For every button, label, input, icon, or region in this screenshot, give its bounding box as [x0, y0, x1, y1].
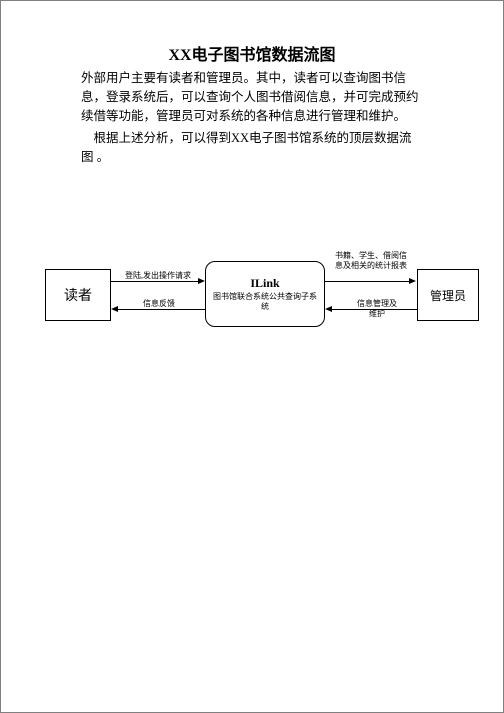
edge-reader-to-ilink: [111, 281, 199, 282]
edge-label-reports: 书籍、学生、借阅信息及相关的统计报表: [335, 251, 407, 271]
edge-label-login: 登陆,发出操作请求: [117, 271, 199, 281]
arrow-icon: [325, 306, 332, 312]
edge-ilink-to-reader: [118, 309, 205, 310]
paragraph-2: 根据上述分析，可以得到XX电子图书馆系统的顶层数据流图 。: [81, 129, 423, 167]
ilink-node: ILink 图书馆联合系统公共查询子系统: [205, 261, 325, 327]
ilink-title: ILink: [250, 276, 279, 291]
page-title: XX电子图书馆数据流图: [1, 41, 503, 65]
reader-node: 读者: [45, 269, 111, 321]
admin-label: 管理员: [430, 287, 466, 304]
paragraph-1: 外部用户主要有读者和管理员。其中，读者可以查询图书信息，登录系统后，可以查询个人…: [81, 69, 423, 125]
ilink-subtitle: 图书馆联合系统公共查询子系统: [210, 292, 320, 313]
admin-node: 管理员: [417, 269, 479, 321]
edge-label-manage: 信息管理及维护: [355, 299, 399, 319]
arrow-icon: [409, 278, 416, 284]
dataflow-diagram: 读者 ILink 图书馆联合系统公共查询子系统 管理员 登陆,发出操作请求 信息…: [1, 241, 504, 381]
edge-label-feedback: 信息反馈: [139, 299, 179, 309]
arrow-icon: [198, 278, 205, 284]
reader-label: 读者: [64, 285, 92, 305]
arrow-icon: [111, 306, 118, 312]
edge-ilink-to-admin: [325, 281, 410, 282]
